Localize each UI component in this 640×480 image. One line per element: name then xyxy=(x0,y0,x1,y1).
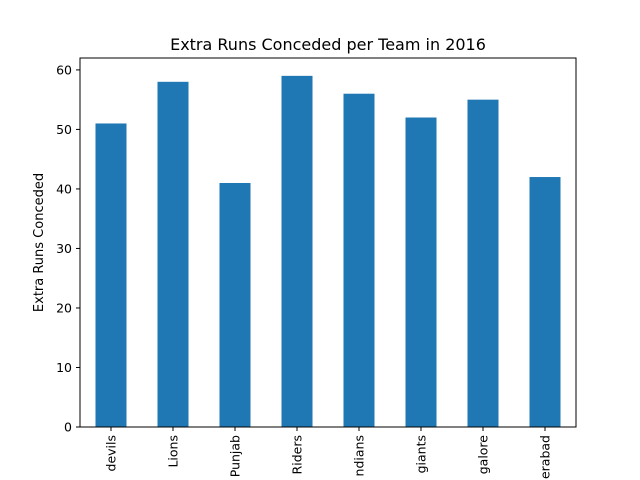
bar xyxy=(467,99,499,428)
x-tick-label: Punjab xyxy=(228,435,243,477)
x-tick-label: devils xyxy=(104,435,119,471)
bars-group xyxy=(95,75,561,428)
plot-frame xyxy=(79,57,577,428)
y-tick-label: 60 xyxy=(56,62,72,77)
x-tick-label: Riders xyxy=(290,435,305,474)
x-tick-label: erabad xyxy=(538,435,553,479)
bar xyxy=(95,123,127,427)
x-tick-label: Lions xyxy=(166,435,181,468)
x-axis-ticks: devils Lions Punjab Riders ndians giants galor… xyxy=(104,427,553,479)
chart-title: Extra Runs Conceded per Team in 2016 xyxy=(170,35,486,54)
bar xyxy=(343,93,375,427)
y-tick-label: 50 xyxy=(56,122,72,137)
y-tick-label: 30 xyxy=(56,241,72,256)
y-tick-label: 20 xyxy=(56,300,72,315)
y-axis-ticks: 0 10 20 30 40 50 60 xyxy=(56,62,80,435)
y-tick-label: 40 xyxy=(56,181,72,196)
x-tick-label: giants xyxy=(414,435,429,473)
bar xyxy=(405,117,437,428)
x-tick-label: ndians xyxy=(352,435,367,476)
y-axis-label: Extra Runs Conceded xyxy=(32,173,47,312)
bar xyxy=(219,182,251,427)
y-tick-label: 10 xyxy=(56,360,72,375)
x-tick-label: galore xyxy=(476,435,491,475)
bar xyxy=(281,75,313,428)
y-tick-label: 0 xyxy=(64,420,72,435)
bar xyxy=(157,81,189,427)
bar xyxy=(529,177,561,427)
